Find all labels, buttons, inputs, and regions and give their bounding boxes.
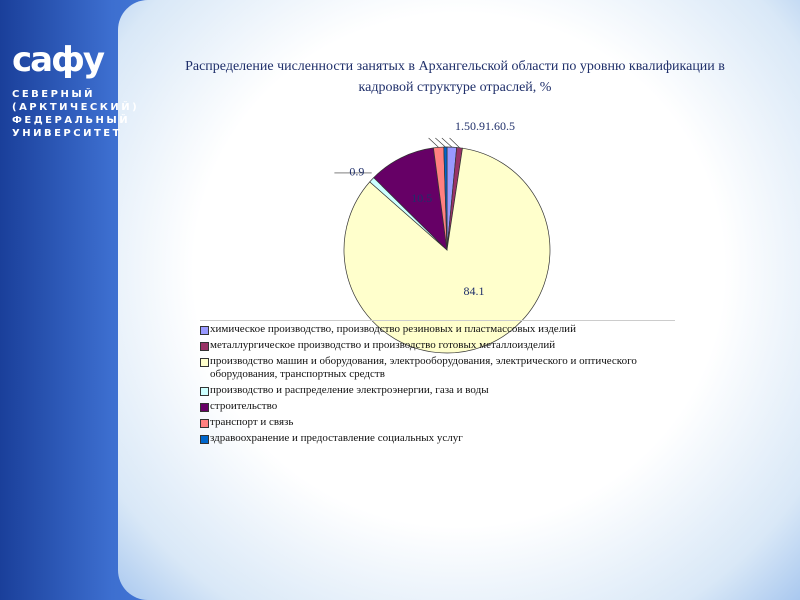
- data-label: 1.5: [455, 119, 470, 133]
- legend-item: транспорт и связь: [200, 416, 675, 429]
- legend-item: металлургическое производство и производ…: [200, 339, 675, 352]
- pie-slice: [373, 147, 448, 251]
- legend-label: химическое производство, производство ре…: [210, 323, 576, 335]
- legend-label: производство машин и оборудования, элект…: [210, 355, 637, 380]
- legend-swatch: [200, 403, 209, 412]
- logo-line: СЕВЕРНЫЙ: [12, 89, 96, 100]
- logo-line: УНИВЕРСИТЕТ: [12, 128, 122, 139]
- logo-mark: сафу: [12, 40, 105, 80]
- legend-swatch: [200, 419, 209, 428]
- legend: химическое производство, производство ре…: [200, 320, 675, 448]
- leader-line: [428, 137, 439, 148]
- legend-item: химическое производство, производство ре…: [200, 323, 675, 336]
- legend-item: производство и распределение электроэнер…: [200, 384, 675, 397]
- legend-label: металлургическое производство и производ…: [210, 339, 556, 351]
- pie-slice: [443, 146, 448, 251]
- legend-swatch: [200, 326, 209, 335]
- legend-swatch: [200, 435, 209, 444]
- data-label: 1.6: [485, 119, 500, 133]
- legend-label: строительство: [210, 400, 278, 412]
- legend-label: здравоохранение и предоставление социаль…: [210, 432, 463, 444]
- legend-swatch: [200, 358, 209, 367]
- legend-swatch: [200, 387, 209, 396]
- logo-line: ФЕДЕРАЛЬНЫЙ: [12, 115, 131, 126]
- leader-line: [441, 137, 453, 148]
- legend-item: строительство: [200, 400, 675, 413]
- legend-label: транспорт и связь: [210, 416, 294, 428]
- data-label: 0.9: [470, 119, 485, 133]
- legend-item: здравоохранение и предоставление социаль…: [200, 432, 675, 445]
- pie-slice: [343, 147, 551, 354]
- chart-title: Распределение численности занятых в Арха…: [185, 59, 725, 95]
- leader-line: [449, 137, 460, 148]
- logo-line: (АРКТИЧЕСКИЙ): [12, 102, 140, 113]
- data-label: 10.5: [411, 191, 432, 205]
- data-label: 0.5: [500, 119, 515, 133]
- legend-label: производство и распределение электроэнер…: [210, 384, 489, 396]
- logo: сафу СЕВЕРНЫЙ (АРКТИЧЕСКИЙ) ФЕДЕРАЛЬНЫЙ …: [12, 40, 140, 140]
- legend-item: производство машин и оборудования, элект…: [200, 355, 675, 381]
- data-label: 84.1: [464, 284, 485, 298]
- leader-line: [435, 137, 446, 148]
- legend-swatch: [200, 342, 209, 351]
- data-label: 0.9: [349, 165, 364, 179]
